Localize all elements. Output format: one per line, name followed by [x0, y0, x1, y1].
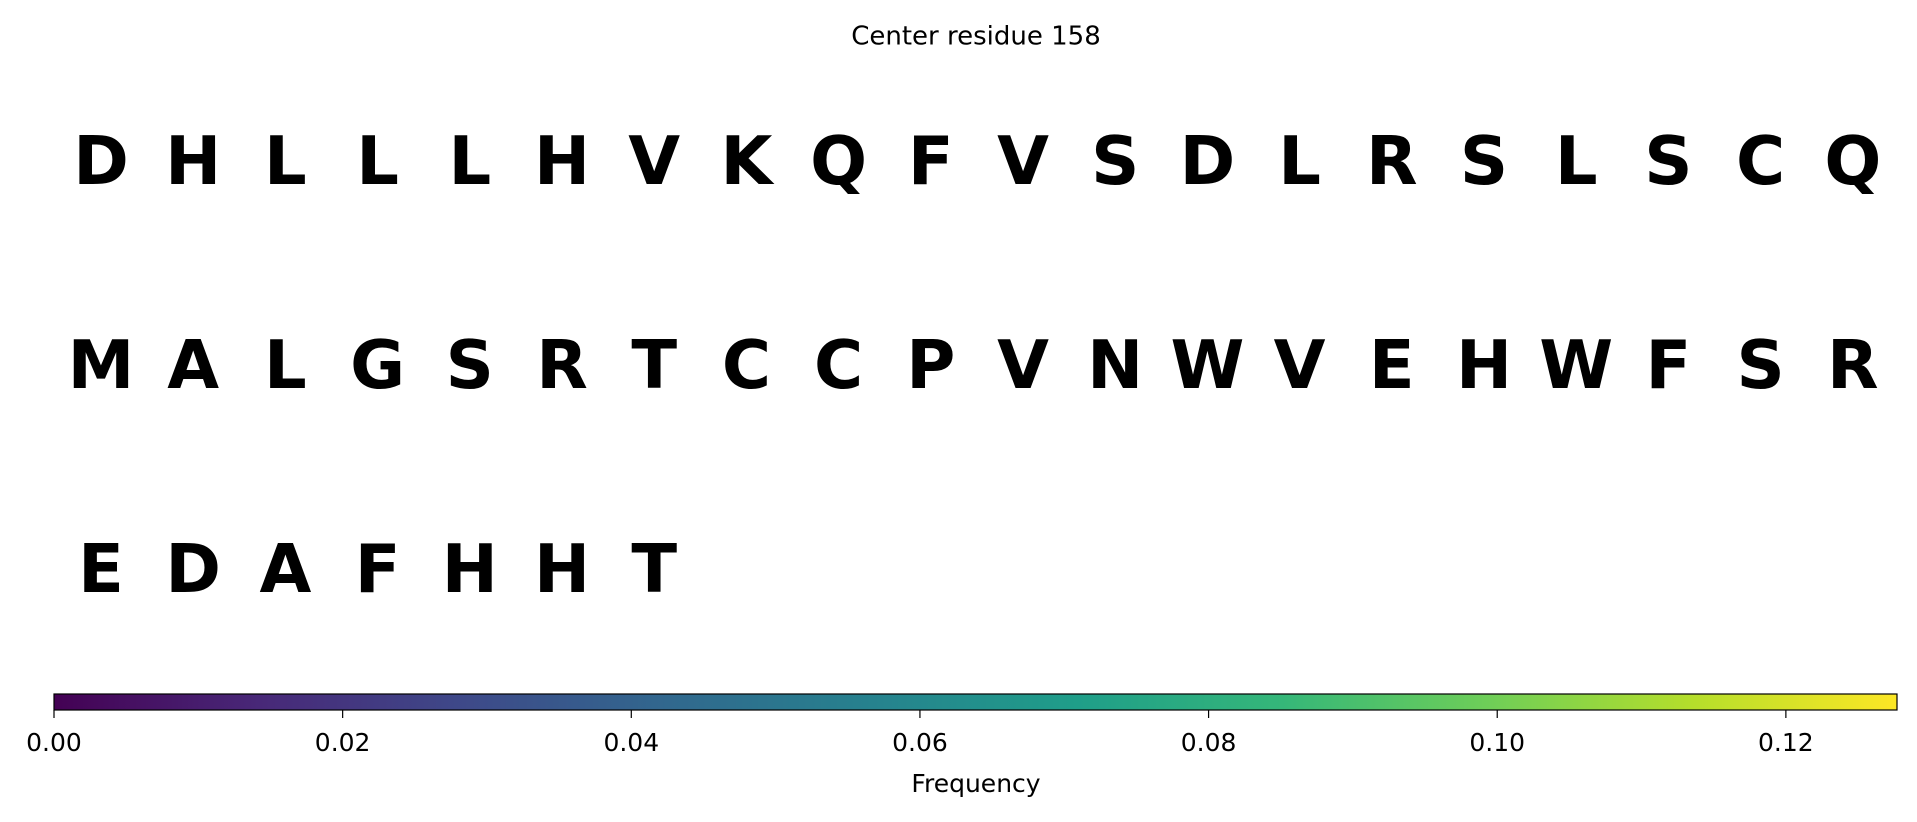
x-tick-label: 0.10 — [1469, 728, 1525, 757]
residue-letter: F — [355, 530, 401, 608]
residue-letter: D — [165, 530, 221, 608]
residue-letter: W — [1170, 326, 1244, 404]
residue-letter: T — [631, 326, 677, 404]
residue-letter: S — [446, 326, 494, 404]
residue-letter: V — [628, 122, 680, 200]
residue-letter: L — [356, 122, 399, 200]
residue-letter: S — [1736, 326, 1784, 404]
x-tick-label: 0.02 — [315, 728, 371, 757]
residue-letter: S — [1644, 122, 1692, 200]
x-tick-label: 0.04 — [603, 728, 659, 757]
residue-letter: M — [68, 326, 135, 404]
residue-letter: C — [722, 326, 771, 404]
residue-letter: Q — [1824, 122, 1881, 200]
residue-letter: Q — [810, 122, 867, 200]
residue-letter: F — [1646, 326, 1692, 404]
x-tick-label: 0.00 — [26, 728, 82, 757]
x-tick-label: 0.12 — [1758, 728, 1814, 757]
residue-letter: A — [259, 530, 311, 608]
chart-title: Center residue 158 — [851, 22, 1101, 52]
residue-letter: F — [908, 122, 954, 200]
colorbar — [53, 693, 1898, 711]
residue-letter: D — [73, 122, 129, 200]
residue-letter: L — [264, 326, 307, 404]
residue-letter: H — [534, 530, 590, 608]
residue-letter: T — [631, 530, 677, 608]
x-tick-label: 0.06 — [892, 728, 948, 757]
residue-letter: R — [1366, 122, 1418, 200]
residue-letter: E — [1369, 326, 1415, 404]
residue-letter: K — [720, 122, 774, 200]
residue-letter: W — [1539, 326, 1613, 404]
x-tick-label: 0.08 — [1181, 728, 1237, 757]
residue-letter: R — [1827, 326, 1879, 404]
residue-letter: P — [906, 326, 955, 404]
residue-letter: H — [165, 122, 221, 200]
residue-letter: V — [1274, 326, 1326, 404]
residue-letter: C — [814, 326, 863, 404]
residue-letter: D — [1180, 122, 1236, 200]
colorbar-label: Frequency — [911, 769, 1040, 798]
residue-letter: L — [1555, 122, 1598, 200]
residue-letter: L — [264, 122, 307, 200]
residue-letter: V — [997, 122, 1049, 200]
residue-letter: H — [534, 122, 590, 200]
residue-letter: H — [1456, 326, 1512, 404]
residue-letter: S — [1460, 122, 1508, 200]
residue-letter: R — [536, 326, 588, 404]
residue-letter: L — [1278, 122, 1321, 200]
residue-letter: L — [448, 122, 491, 200]
residue-letter: V — [997, 326, 1049, 404]
residue-letter: A — [167, 326, 219, 404]
residue-letter: S — [1091, 122, 1139, 200]
residue-letter: H — [442, 530, 498, 608]
residue-letter: E — [78, 530, 124, 608]
residue-letter: G — [350, 326, 405, 404]
residue-letter: C — [1736, 122, 1785, 200]
residue-letter: N — [1087, 326, 1143, 404]
